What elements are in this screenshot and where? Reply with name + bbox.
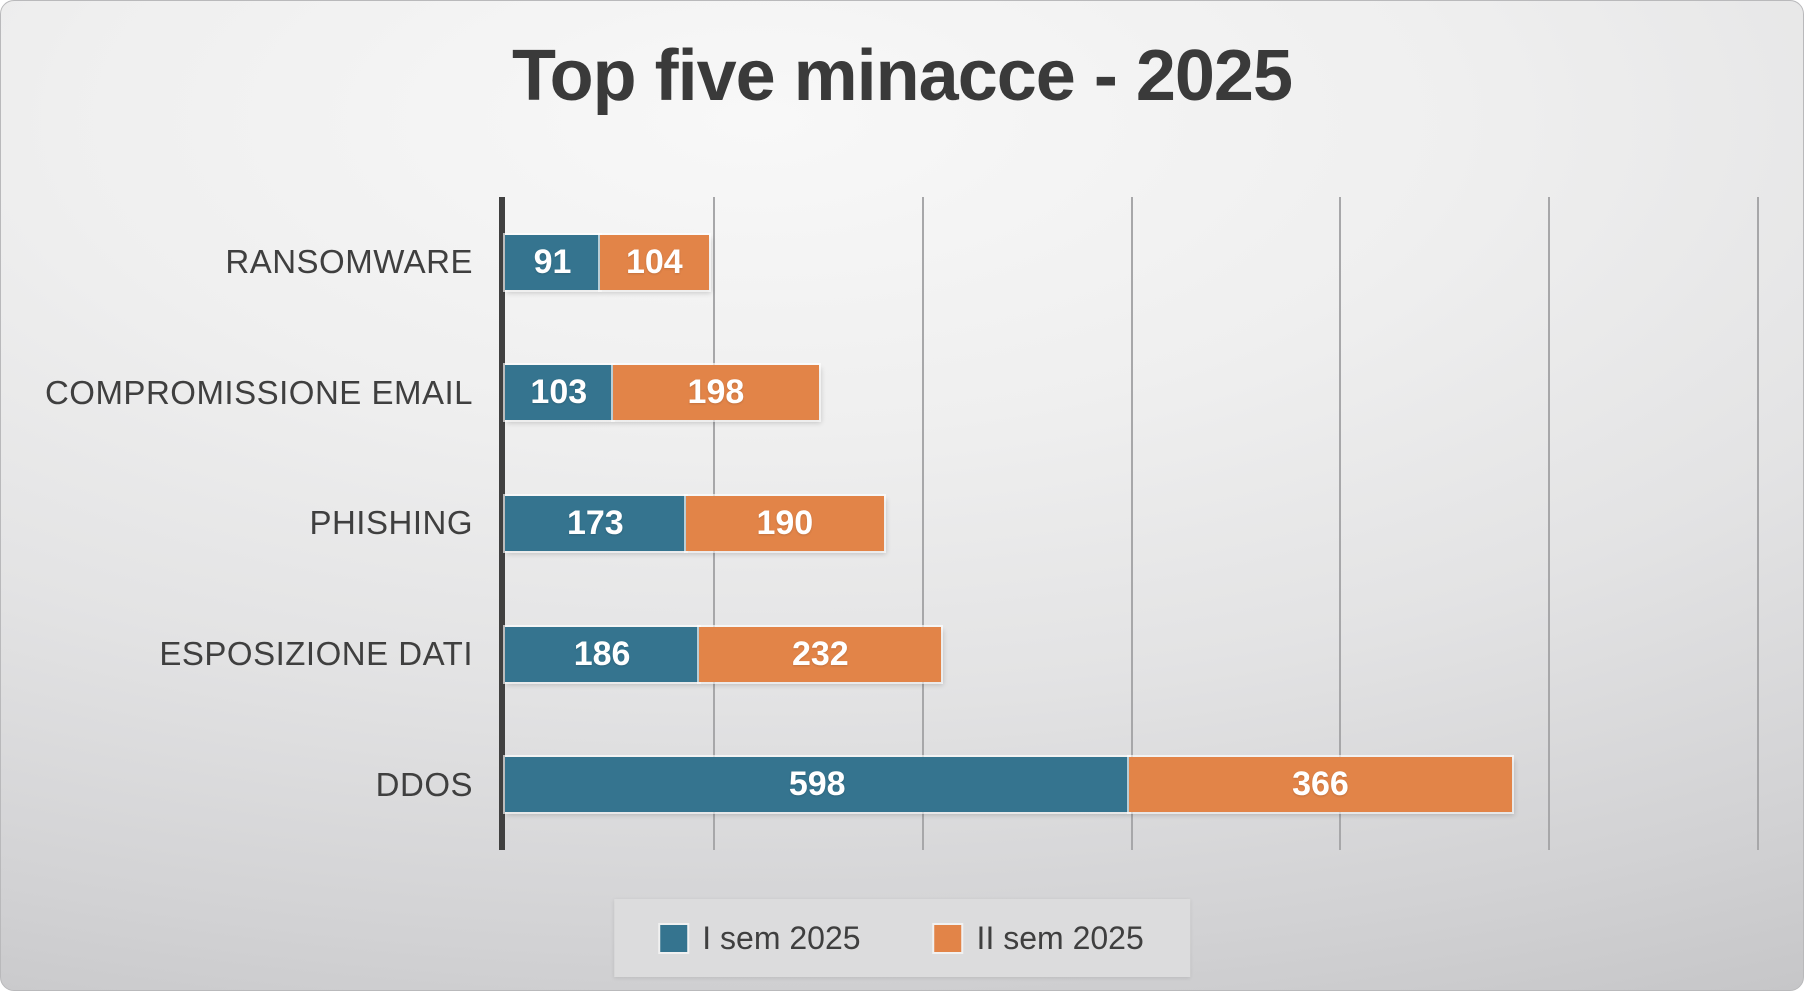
gridline <box>1130 197 1133 850</box>
bar-segment-i-sem: 173 <box>505 495 686 551</box>
bar-value-label: 190 <box>756 503 814 542</box>
bar-segment-i-sem: 186 <box>505 626 700 682</box>
chart-legend: I sem 2025 II sem 2025 <box>614 899 1190 977</box>
category-label: COMPROMISSIONE EMAIL <box>44 373 473 411</box>
legend-label-ii-sem: II sem 2025 <box>976 919 1144 956</box>
category-label: DDOS <box>375 765 473 803</box>
category-label: ESPOSIZIONE DATI <box>159 635 473 673</box>
chart-row: 598 366 <box>505 719 1758 850</box>
chart-title: Top five minacce - 2025 <box>511 36 1293 116</box>
legend-swatch-i-sem-icon <box>660 924 688 952</box>
bar-stack: 598 366 <box>505 757 1512 813</box>
bar-stack: 186 232 <box>505 626 942 682</box>
bar-segment-i-sem: 91 <box>505 234 601 290</box>
category-axis-labels: RANSOMWARE COMPROMISSIONE EMAIL PHISHING ES… <box>1 197 473 850</box>
bar-value-label: 366 <box>1292 765 1349 804</box>
y-axis-line <box>499 197 505 850</box>
bar-value-label: 91 <box>533 242 572 281</box>
bar-segment-ii-sem: 190 <box>685 495 885 551</box>
bar-value-label: 173 <box>566 503 624 542</box>
gridline <box>1757 197 1759 850</box>
legend-swatch-ii-sem-icon <box>934 924 962 952</box>
bar-value-label: 186 <box>573 634 631 673</box>
legend-item-ii-sem: II sem 2025 <box>934 919 1144 957</box>
chart-row: 91 104 <box>505 197 1758 328</box>
bar-segment-ii-sem: 198 <box>612 365 820 421</box>
chart-row: 173 190 <box>505 458 1758 589</box>
category-label: PHISHING <box>309 504 473 542</box>
legend-label-i-sem: I sem 2025 <box>702 919 861 956</box>
bar-value-label: 104 <box>625 242 683 281</box>
bar-stack: 173 190 <box>505 495 885 551</box>
bar-segment-ii-sem: 232 <box>699 626 942 682</box>
bar-segment-i-sem: 103 <box>505 365 613 421</box>
bar-stack: 91 104 <box>505 234 709 290</box>
bar-value-label: 103 <box>530 373 588 412</box>
gridline <box>1339 197 1342 850</box>
category-label: RANSOMWARE <box>225 243 473 281</box>
bar-value-label: 198 <box>687 373 745 412</box>
bar-segment-ii-sem: 366 <box>1129 757 1512 813</box>
bar-stack: 103 198 <box>505 365 820 421</box>
bar-segment-ii-sem: 104 <box>600 234 709 290</box>
chart-row: 103 198 <box>505 328 1758 459</box>
bar-segment-i-sem: 598 <box>505 757 1130 813</box>
gridline <box>921 197 924 850</box>
bar-value-label: 598 <box>788 765 846 804</box>
plot-area: 91 104 103 198 173 190 186 232 598 366 <box>499 197 1759 850</box>
legend-item-i-sem: I sem 2025 <box>660 919 861 957</box>
chart-row: 186 232 <box>505 589 1758 720</box>
bar-value-label: 232 <box>791 634 849 673</box>
gridline <box>1548 197 1551 850</box>
